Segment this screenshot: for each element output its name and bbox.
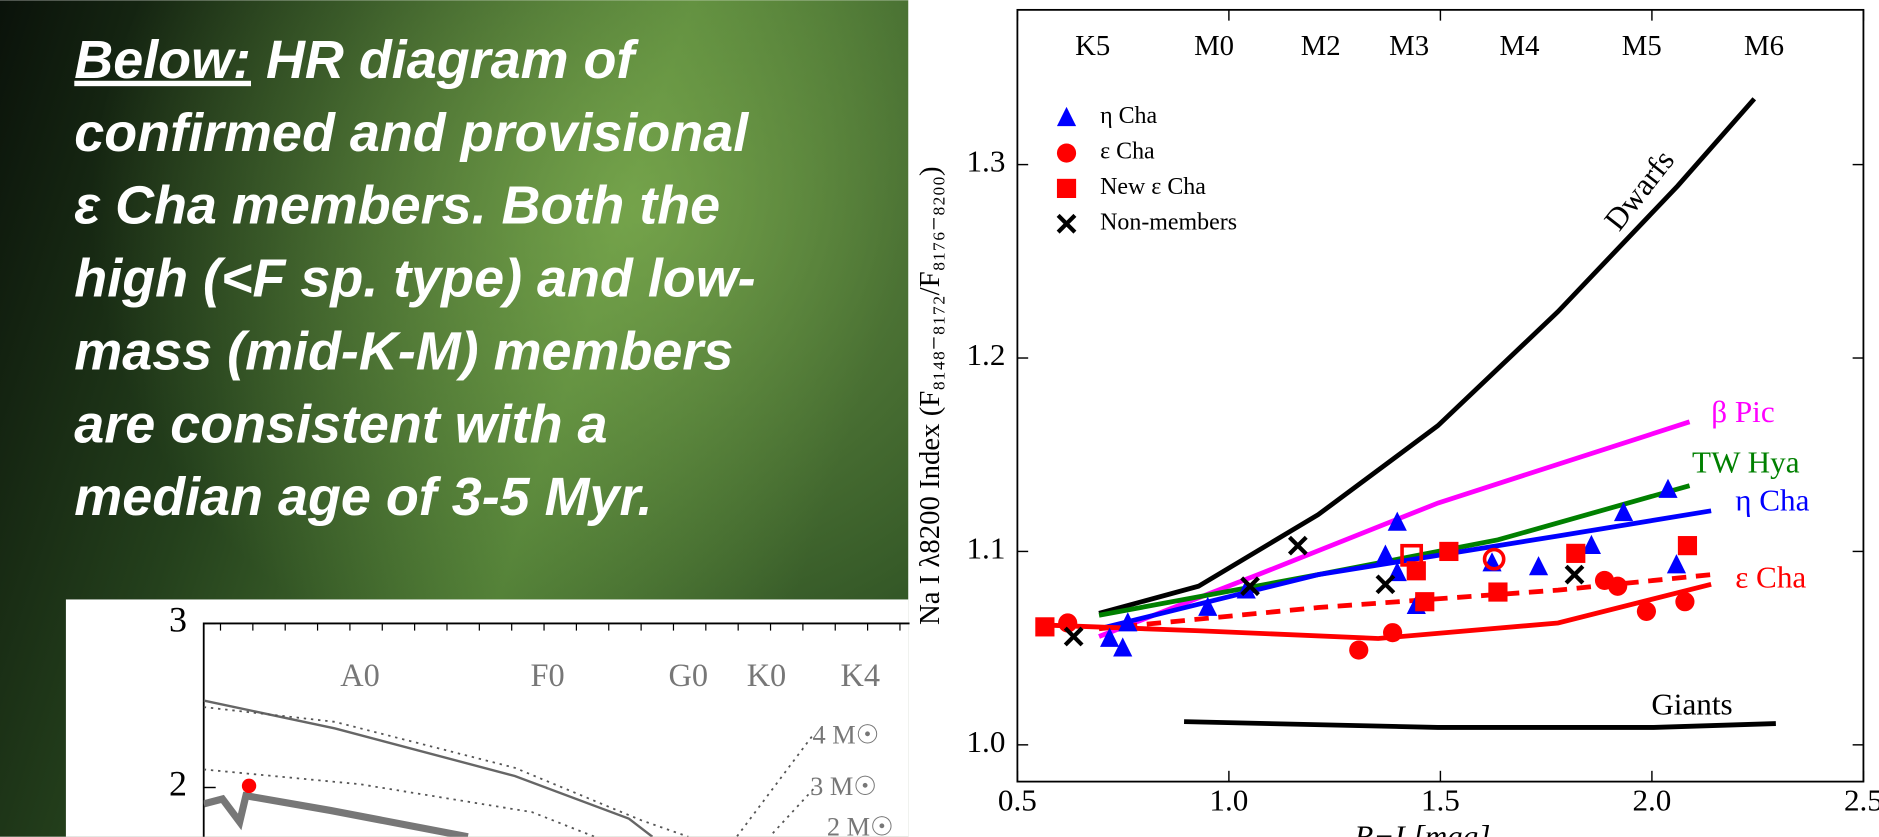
marker-x xyxy=(1564,564,1585,585)
marker-triangle xyxy=(1056,106,1077,127)
model-curve xyxy=(1098,97,1757,616)
marker-triangle xyxy=(1658,478,1678,498)
legend-label: New ε Cha xyxy=(1100,174,1206,200)
curve-label: TW Hya xyxy=(1692,444,1800,479)
model-curve xyxy=(1098,483,1691,618)
marker-triangle xyxy=(1375,544,1396,564)
slide-text-line: mass (mid-K-M) members xyxy=(74,321,733,381)
spectral-type-label: M0 xyxy=(1194,30,1234,62)
spectral-type-label: G0 xyxy=(669,657,709,693)
spectral-type-label: A0 xyxy=(340,657,380,693)
inset-chart: 2 3 A0 F0 G0 K0 K4 4 M☉ 3 M☉ 2 M☉ xyxy=(169,600,910,837)
y-axis-label: Na I λ8200 Index (F₈₁₄₈₋₈₁₇₂/F₈₁₇₆₋₈₂₀₀) xyxy=(914,166,946,625)
spectral-type-label: K4 xyxy=(840,657,880,693)
model-curve xyxy=(1042,581,1712,641)
inset-panel xyxy=(65,599,909,837)
y-tick-label: 3 xyxy=(169,600,187,640)
spectral-type-label: K0 xyxy=(747,657,787,693)
x-tick-label: 1.5 xyxy=(1421,782,1460,817)
marker-x xyxy=(1056,213,1077,234)
marker-x xyxy=(1063,626,1084,647)
marker-triangle xyxy=(1198,596,1218,616)
marker-square xyxy=(1439,541,1459,562)
marker-circle xyxy=(1675,592,1695,612)
curve-label: η Cha xyxy=(1735,483,1809,518)
slide-heading: Below: xyxy=(74,30,251,90)
y-tick-label: 1.1 xyxy=(966,531,1005,566)
marker-circle-open xyxy=(1482,547,1506,571)
spectral-type-label: M2 xyxy=(1301,30,1341,62)
spectral-type-label: M5 xyxy=(1622,30,1662,62)
marker-square xyxy=(1056,178,1077,199)
spectral-type-label: M6 xyxy=(1744,30,1784,62)
legend-label: Non-members xyxy=(1100,209,1237,235)
y-tick-label: 1.3 xyxy=(966,144,1005,179)
spectral-type-label: F0 xyxy=(531,657,565,693)
slide-text-line: ε Cha members. Both the xyxy=(74,176,720,236)
marker-square xyxy=(1415,592,1435,612)
mass-label: 3 M☉ xyxy=(810,772,877,801)
marker-square xyxy=(1035,617,1055,637)
y-tick-label: 1.2 xyxy=(966,337,1005,372)
marker-circle xyxy=(1608,576,1628,596)
marker-triangle xyxy=(1528,556,1549,576)
mass-label: 2 M☉ xyxy=(827,813,894,837)
model-curve xyxy=(1098,419,1691,639)
y-tick-label: 2 xyxy=(169,764,187,804)
isochrone-line xyxy=(203,706,689,837)
legend-label: η Cha xyxy=(1100,103,1157,129)
curve-label: ε Cha xyxy=(1735,559,1806,594)
spectral-type-label: M3 xyxy=(1389,30,1429,62)
spectral-type-label: K5 xyxy=(1075,30,1110,62)
marker-x xyxy=(1240,576,1260,597)
x-tick-label: 2.5 xyxy=(1844,782,1879,817)
marker-triangle xyxy=(1613,501,1634,522)
y-tick-label: 1.0 xyxy=(966,724,1005,759)
marker-square xyxy=(1677,536,1698,556)
curve-label: β Pic xyxy=(1711,394,1774,429)
mass-label: 4 M☉ xyxy=(812,720,879,749)
slide-text-line: Below: HR diagram of xyxy=(74,30,639,90)
marker-triangle xyxy=(1113,637,1133,657)
slide-text-line: are consistent with a xyxy=(74,394,607,454)
x-tick-label: 2.0 xyxy=(1632,782,1671,817)
marker-circle xyxy=(1383,623,1403,643)
isochrone-line xyxy=(203,791,469,837)
marker-circle xyxy=(1636,601,1657,621)
marker-x xyxy=(1287,535,1308,556)
curve-label: Giants xyxy=(1651,686,1732,721)
plot-area xyxy=(1035,97,1776,730)
x-tick-label: 0.5 xyxy=(998,782,1037,817)
x-axis-label: R−I [mag] xyxy=(1353,818,1490,837)
marker-triangle xyxy=(1666,554,1687,574)
model-curve xyxy=(1098,572,1712,632)
slide-text: Below: HR diagram of confirmed and provi… xyxy=(74,30,755,527)
slide-text-line: confirmed and provisional xyxy=(74,103,749,163)
plot-area xyxy=(203,699,815,837)
marker-circle xyxy=(1058,613,1078,633)
marker-x xyxy=(1375,574,1396,595)
marker-circle xyxy=(1056,143,1077,163)
marker-triangle xyxy=(1100,627,1120,647)
spectral-type-label: M4 xyxy=(1500,30,1540,62)
marker-triangle xyxy=(1581,534,1602,555)
legend-label: ε Cha xyxy=(1100,139,1155,165)
slide-text-line: high (<F sp. type) and low- xyxy=(74,249,755,309)
marker-circle xyxy=(1349,640,1369,660)
marker-square xyxy=(1566,543,1586,563)
slide-text-line: median age of 3-5 Myr. xyxy=(74,467,652,527)
model-curve xyxy=(1184,719,1776,730)
marker-square xyxy=(1488,582,1508,602)
marker-square-open xyxy=(1400,543,1424,567)
isochrone-line xyxy=(203,699,654,837)
marker-triangle xyxy=(1387,511,1407,531)
x-tick-label: 1.0 xyxy=(1209,782,1248,817)
marker-triangle xyxy=(1118,612,1138,632)
slide-text-first: HR diagram of xyxy=(251,30,639,90)
member-point xyxy=(241,778,257,794)
